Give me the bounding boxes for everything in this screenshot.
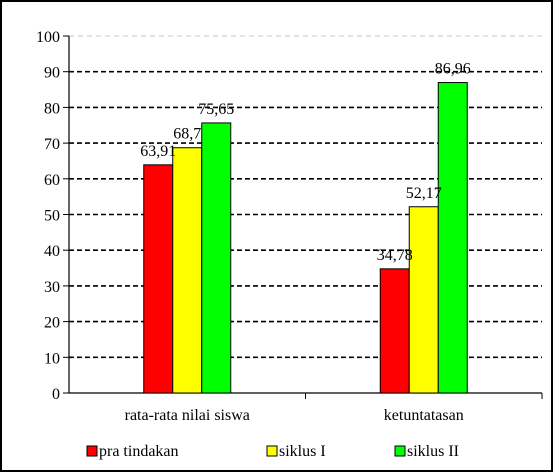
data-label: 52,17 [406,185,442,202]
bar [408,206,439,394]
y-tick-label: 100 [36,29,60,46]
bar [379,268,410,394]
legend-label: pra tindakan [99,443,179,460]
legend-swatch [86,445,98,457]
axes: 0 10 20 30 40 50 60 70 80 90 100 rata-rata nilai si… [36,29,543,424]
x-tick-label: ketuntatasan [384,407,464,424]
bars [143,82,468,394]
y-tick-label: 40 [44,243,60,260]
legend-label: siklus II [407,443,459,460]
gridlines [69,35,542,359]
legend: pra tindakan siklus I siklus II [86,443,459,460]
y-tick-label: 50 [44,208,60,225]
y-tick-label: 80 [44,100,60,117]
y-tick-label: 60 [44,172,60,189]
y-tick-label: 10 [44,350,60,367]
x-tick-label: rata-rata nilai siswa [125,407,250,424]
legend-swatch [394,445,406,457]
data-label: 68,7 [173,126,201,143]
data-label: 86,96 [435,61,471,78]
legend-swatch [266,445,278,457]
y-tick-label: 30 [44,279,60,296]
data-label: 63,91 [140,143,176,160]
bar [201,122,232,394]
legend-label: siklus I [279,443,326,460]
data-label: 34,78 [377,247,413,264]
bar [437,82,468,394]
data-label: 75,65 [198,101,234,118]
bar [172,147,203,394]
bar [143,164,174,394]
y-tick-label: 70 [44,136,60,153]
y-tick-label: 0 [52,386,60,403]
y-tick-label: 90 [44,65,60,82]
y-tick-label: 20 [44,315,60,332]
